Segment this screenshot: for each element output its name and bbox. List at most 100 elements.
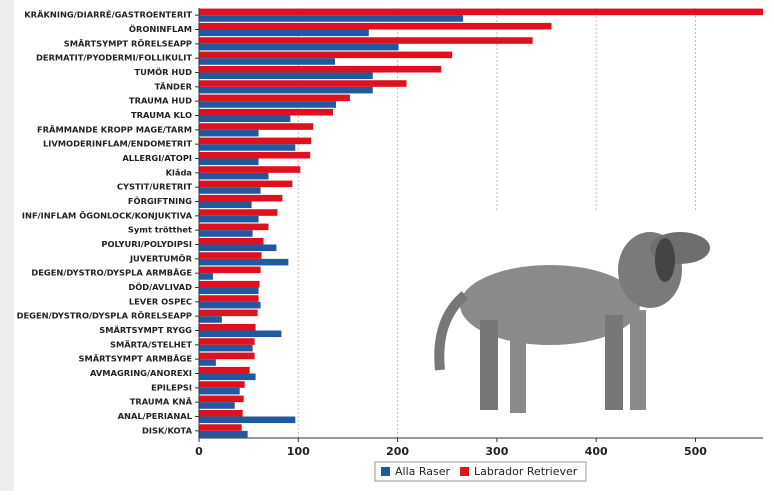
y-tick-label: TÄNDER bbox=[155, 81, 193, 91]
bar bbox=[199, 244, 277, 252]
x-tick-label: 400 bbox=[585, 445, 608, 458]
legend-label: Labrador Retriever bbox=[474, 465, 578, 478]
bar bbox=[199, 330, 282, 338]
x-tick-label: 500 bbox=[684, 445, 707, 458]
bar bbox=[199, 80, 407, 87]
y-tick-label: DERMATIT/PYODERMI/FOLLIKULIT bbox=[36, 53, 192, 63]
bar bbox=[199, 323, 256, 331]
bar bbox=[199, 287, 259, 295]
y-tick-label: SMÄRTSYMPT RÖRELSEAPP bbox=[64, 38, 192, 48]
bar bbox=[199, 215, 259, 223]
bar bbox=[199, 352, 255, 360]
bar bbox=[199, 430, 248, 438]
y-tick-label: LEVER OSPEC bbox=[129, 296, 192, 306]
bar bbox=[199, 51, 453, 59]
bar bbox=[199, 43, 399, 51]
y-tick-label: TRAUMA HUD bbox=[129, 96, 192, 106]
bar bbox=[199, 137, 312, 145]
x-tick-label: 100 bbox=[287, 445, 310, 458]
y-tick-label: EPILEPSI bbox=[151, 382, 192, 392]
y-tick-label: LIVMODERINFLAM/ENDOMETRIT bbox=[43, 139, 192, 149]
bar bbox=[199, 187, 261, 194]
bar bbox=[199, 402, 235, 409]
y-tick-label: AVMAGRING/ANOREXI bbox=[90, 368, 192, 378]
bar bbox=[199, 273, 213, 280]
legend-swatch bbox=[381, 467, 390, 476]
bar bbox=[199, 316, 222, 323]
y-tick-label: KRÄKNING/DIARRÉ/GASTROENTERIT bbox=[24, 9, 192, 20]
bar bbox=[199, 22, 552, 30]
y-tick-label: DEGEN/DYSTRO/DYSPLA RÖRELSEAPP bbox=[17, 311, 192, 321]
bar bbox=[199, 201, 252, 209]
bar bbox=[199, 108, 334, 116]
bar bbox=[199, 373, 256, 381]
bar bbox=[199, 230, 253, 237]
bar bbox=[199, 129, 259, 137]
legend-swatch bbox=[460, 467, 470, 476]
bar bbox=[199, 309, 258, 317]
bar bbox=[199, 144, 296, 151]
y-tick-label: TRAUMA KLO bbox=[131, 110, 192, 120]
bar bbox=[199, 65, 442, 73]
x-tick-label: 0 bbox=[195, 445, 203, 458]
y-tick-label: JUVERTUMÖR bbox=[129, 253, 193, 263]
bar bbox=[199, 86, 373, 94]
x-tick-label: 200 bbox=[386, 445, 409, 458]
bar bbox=[199, 295, 259, 302]
bar bbox=[199, 180, 293, 188]
bar bbox=[199, 395, 244, 403]
bar bbox=[199, 280, 260, 288]
bar bbox=[199, 194, 283, 202]
y-tick-label: ÖRONINFLAM bbox=[129, 24, 192, 34]
bar bbox=[199, 338, 255, 345]
bar bbox=[199, 172, 269, 180]
y-tick-label: TUMÖR HUD bbox=[134, 67, 192, 77]
bar bbox=[199, 209, 278, 216]
y-tick-label: DISK/KOTA bbox=[142, 425, 193, 435]
legend-label: Alla Raser bbox=[395, 465, 451, 478]
y-tick-label: ANAL/PERIANAL bbox=[118, 411, 193, 421]
y-tick-label: TRAUMA KNÄ bbox=[130, 397, 193, 407]
y-tick-label: CYSTIT/URETRIT bbox=[117, 182, 192, 192]
y-tick-label: SMÄRTA/STELHET bbox=[110, 339, 192, 349]
bar bbox=[199, 252, 262, 259]
axes: 0 100 200 300 400 500 KRÄKNING/DIARRÉ/GASTROEN… bbox=[17, 8, 763, 458]
bar bbox=[199, 158, 259, 166]
y-tick-label: FÖRGIFTNING bbox=[128, 196, 192, 206]
y-tick-label: INF/INFLAM ÖGONLOCK/KONJUKTIVA bbox=[22, 210, 193, 220]
bar bbox=[199, 409, 243, 417]
bar bbox=[199, 258, 289, 266]
legend-box bbox=[374, 461, 587, 482]
bar bbox=[199, 58, 336, 65]
bar bbox=[199, 94, 350, 102]
side-strip bbox=[0, 0, 14, 491]
bar bbox=[199, 237, 264, 245]
bar bbox=[199, 381, 245, 388]
y-tick-label: FRÄMMANDE KROPP MAGE/TARM bbox=[37, 124, 192, 134]
bar bbox=[199, 266, 261, 274]
y-tick-label: SMÄRTSYMPT RYGG bbox=[99, 325, 192, 335]
legend: Alla Raser Labrador Retriever bbox=[374, 461, 587, 482]
bar bbox=[199, 424, 242, 431]
y-tick-label: Symt trötthet bbox=[128, 225, 192, 235]
y-tick-label: Klåda bbox=[166, 167, 192, 177]
y-tick-label: DÖD/AVLIVAD bbox=[128, 282, 192, 292]
x-tick-label: 300 bbox=[485, 445, 508, 458]
bar bbox=[199, 366, 250, 374]
bar bbox=[199, 301, 261, 309]
bar bbox=[199, 72, 373, 80]
bar bbox=[199, 15, 464, 22]
bar bbox=[199, 123, 314, 130]
bar bbox=[199, 166, 301, 173]
bar bbox=[199, 29, 369, 37]
bar bbox=[199, 387, 240, 395]
y-tick-label: SMÄRTSYMPT ARMBÅGE bbox=[79, 354, 193, 364]
bar bbox=[199, 416, 296, 424]
bar bbox=[199, 344, 253, 352]
bar bbox=[199, 115, 291, 123]
bar bbox=[199, 359, 216, 366]
dog-illustration bbox=[420, 210, 740, 440]
bar bbox=[199, 101, 337, 108]
y-tick-label: DEGEN/DYSTRO/DYSPLA ARMBÅGE bbox=[31, 268, 192, 278]
